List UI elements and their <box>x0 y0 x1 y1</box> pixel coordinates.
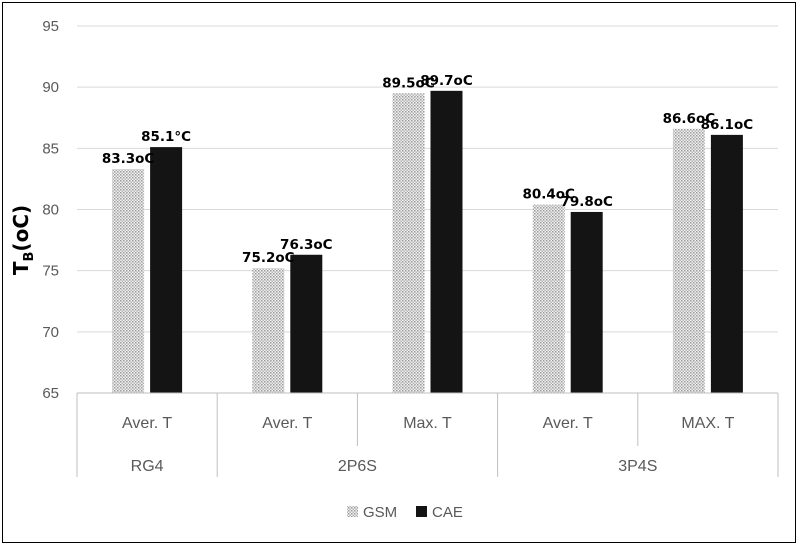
data-label-gsm-3: 80.4oC <box>522 187 575 203</box>
bar-gsm-1 <box>252 268 285 393</box>
y-axis-ticks: 65 70 75 80 85 90 95 <box>42 18 59 402</box>
bar-gsm-3 <box>532 204 565 393</box>
data-label-cae-2: 89.7oC <box>420 73 473 89</box>
y-tick-label: 80 <box>42 202 59 219</box>
legend-label-cae: CAE <box>432 504 463 521</box>
data-label-gsm-1: 75.2oC <box>242 250 295 266</box>
bar-cae-0 <box>150 147 183 393</box>
bar-gsm-0 <box>112 169 145 393</box>
x-category-label: Max. T <box>403 415 452 432</box>
y-tick-label: 85 <box>42 140 59 157</box>
data-label-gsm-2: 89.5oC <box>382 75 435 91</box>
y-tick-label: 70 <box>42 324 59 341</box>
data-label-gsm-0: 83.3oC <box>102 151 155 167</box>
y-tick-label: 90 <box>42 79 59 96</box>
y-tick-label: 65 <box>42 385 59 402</box>
bar-cae-2 <box>430 90 463 393</box>
bar-cae-1 <box>290 254 323 393</box>
y-axis-label-sub: B <box>22 252 37 262</box>
x-category-label: Aver. T <box>262 415 312 432</box>
x-category-label: MAX. T <box>681 415 734 432</box>
y-tick-label: 95 <box>42 18 59 35</box>
y-axis-label: TB(oC) <box>9 205 37 275</box>
bar-gsm-2 <box>392 93 425 394</box>
x-group-label: RG4 <box>131 458 164 475</box>
y-tick-label: 75 <box>42 263 59 280</box>
data-label-cae-0: 85.1°C <box>141 129 191 145</box>
bar-cae-3 <box>570 211 603 393</box>
legend-swatch-cae <box>416 506 427 517</box>
data-label-cae-1: 76.3oC <box>280 237 333 253</box>
bar-cae-4 <box>710 134 743 394</box>
y-axis-label-unit: (oC) <box>9 205 33 252</box>
legend-label-gsm: GSM <box>363 504 397 521</box>
legend: GSM CAE <box>347 504 463 521</box>
data-label-cae-4: 86.1oC <box>701 117 754 133</box>
bar-gsm-4 <box>672 128 705 393</box>
bars <box>112 90 743 394</box>
data-label-cae-3: 79.8oC <box>560 194 613 210</box>
x-category-label: Aver. T <box>543 415 593 432</box>
gridlines <box>77 25 778 333</box>
x-axis: Aver. T Aver. T Max. T Aver. T MAX. T RG4 2P6S… <box>76 392 779 477</box>
y-axis-label-main: T <box>9 261 33 275</box>
data-labels: 83.3oC 75.2oC 89.5oC 80.4oC 86.6oC 85.1°C 76.3… <box>102 73 753 266</box>
x-category-label: Aver. T <box>122 415 172 432</box>
legend-swatch-gsm <box>347 506 358 517</box>
data-label-gsm-4: 86.6oC <box>663 111 716 127</box>
x-group-label: 3P4S <box>618 458 657 475</box>
x-group-label: 2P6S <box>338 458 377 475</box>
